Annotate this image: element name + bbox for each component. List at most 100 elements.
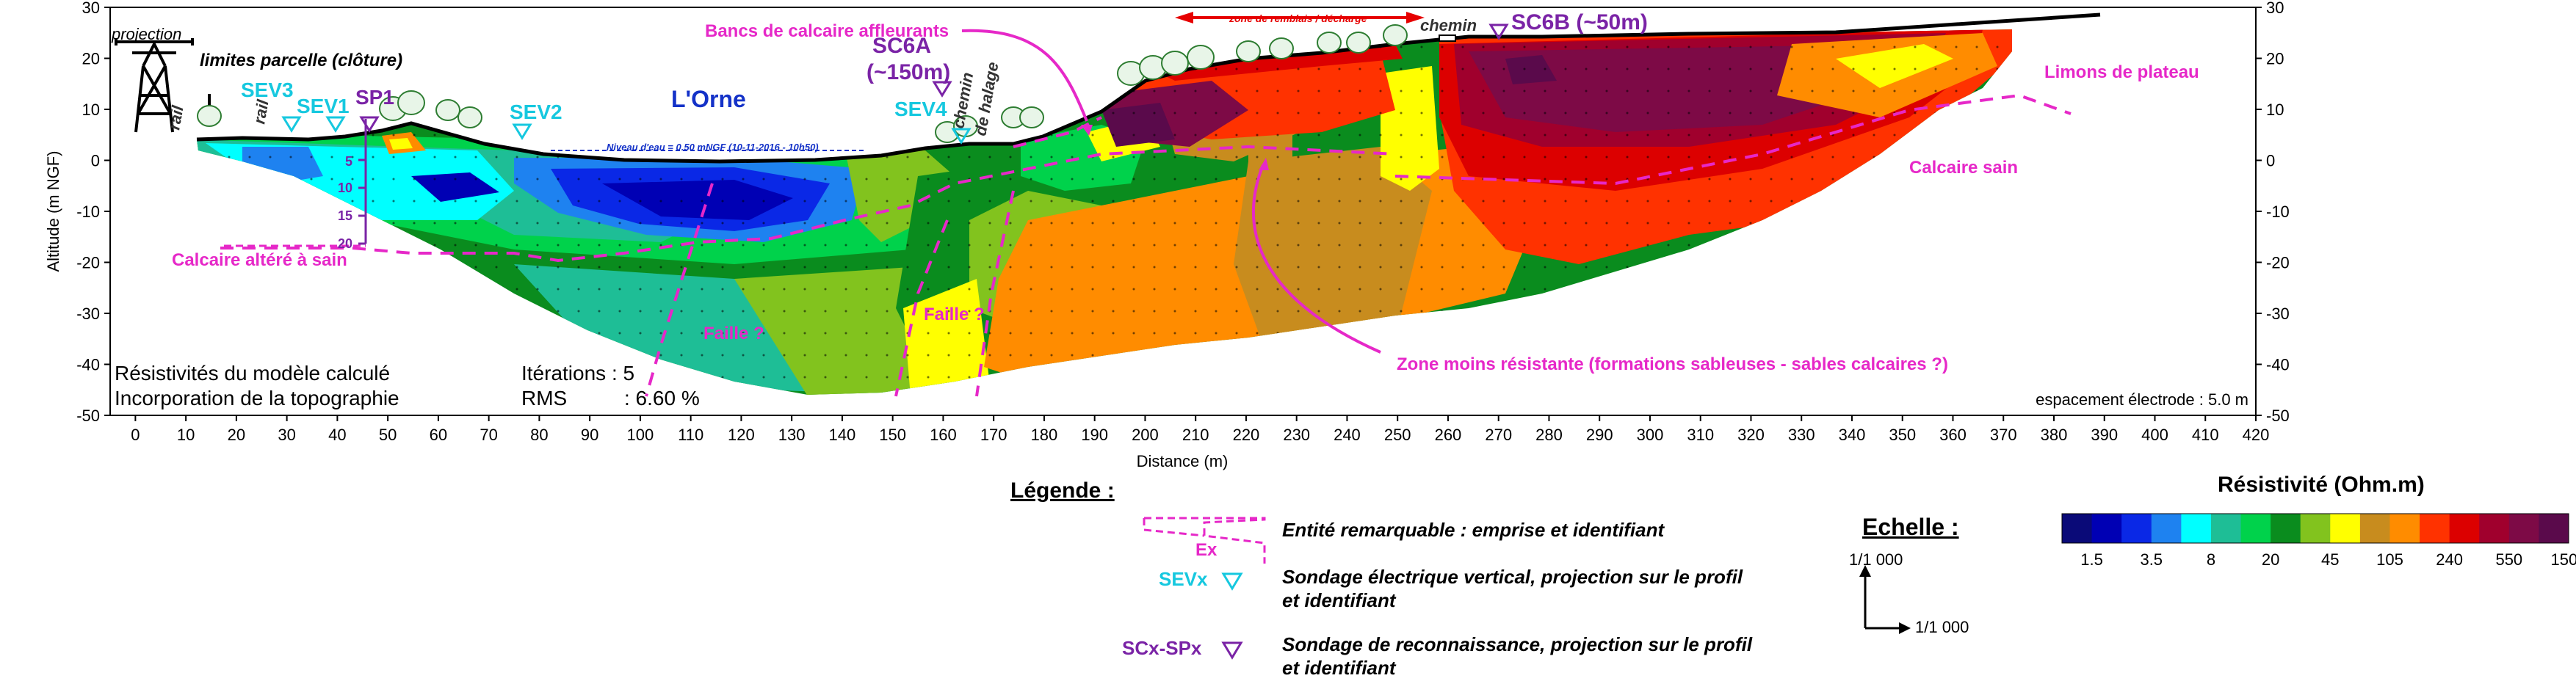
- x-tick-label: 280: [1535, 426, 1563, 444]
- x-tick-label: 390: [2091, 426, 2118, 444]
- sev1-marker-icon: [325, 116, 346, 133]
- colorbar-swatch: [2271, 514, 2301, 543]
- bancs-arrow-head: [1081, 125, 1093, 136]
- y-tick-label-right: 20: [2266, 50, 2284, 68]
- x-tick-label: 340: [1839, 426, 1866, 444]
- scale-vertical-arrow: [1859, 565, 1871, 577]
- sev4-label: SEV4: [894, 98, 947, 120]
- x-tick-label: 10: [177, 426, 195, 444]
- colorbar-swatch: [2210, 514, 2242, 543]
- colorbar-label: 240: [2436, 550, 2463, 569]
- x-tick-label: 210: [1182, 426, 1209, 444]
- faille-label-2: Faille ?: [924, 305, 985, 324]
- colorbar-swatch: [2121, 514, 2152, 543]
- y-tick-label-right: 10: [2266, 101, 2284, 119]
- x-ticks: 0 10 20 30 40 50 60 70 80 90 100 110 120 130 140 150 160…: [131, 415, 2269, 444]
- scale-vertical-label: 1/1 000: [1849, 550, 1903, 569]
- x-tick-label: 140: [829, 426, 856, 444]
- resistivity-section: [197, 29, 2012, 395]
- colorbar-label: 8: [2207, 550, 2215, 569]
- model-cells: [197, 29, 2012, 395]
- x-tick-label: 150: [879, 426, 906, 444]
- x-tick-label: 270: [1485, 426, 1512, 444]
- y-tick-label-right: 30: [2266, 0, 2284, 17]
- x-tick-label: 420: [2243, 426, 2270, 444]
- x-tick-label: 120: [728, 426, 755, 444]
- colorbar-swatch: [2062, 514, 2093, 543]
- legend-sc-desc-2: et identifiant: [1282, 657, 1396, 679]
- sev3-marker-icon: [281, 116, 302, 133]
- legend-sev-desc-2: et identifiant: [1282, 589, 1396, 611]
- x-tick-label: 60: [430, 426, 447, 444]
- rail-label-2: rail: [250, 98, 272, 125]
- x-tick-label: 30: [278, 426, 295, 444]
- colorbar-swatch: [2539, 514, 2569, 543]
- rail-label-1: rail: [164, 103, 187, 131]
- x-tick-label: 110: [678, 426, 703, 444]
- depth-tick-15: 15: [338, 208, 352, 223]
- tree-icons: [197, 24, 1408, 143]
- colorbar-label: 20: [2262, 550, 2279, 569]
- colorbar-border: [2061, 513, 2569, 544]
- scale-horizontal-label: 1/1 000: [1915, 618, 1969, 636]
- x-tick-label: 20: [228, 426, 245, 444]
- colorbar-label: 1.5: [2080, 550, 2103, 569]
- y-tick-label-left: 0: [91, 152, 100, 170]
- topography-line: [196, 12, 2101, 164]
- y-tick-label-left: 30: [82, 0, 100, 17]
- sc6a-depth-label: (~150m): [866, 60, 950, 84]
- x-tick-label: 300: [1637, 426, 1664, 444]
- x-tick-label: 330: [1788, 426, 1815, 444]
- x-tick-label: 380: [2041, 426, 2068, 444]
- sev2-marker-icon: [512, 123, 532, 140]
- sc6a-label: SC6A: [872, 34, 931, 58]
- sev4-marker-icon: [951, 128, 972, 145]
- resistivity-colorbar: 1.5 3.5 8 20 45 105 240 550 1500: [2061, 513, 2576, 569]
- depth-tick-10: 10: [338, 181, 352, 195]
- x-axis-label: Distance (m): [1137, 452, 1229, 470]
- x-tick-label: 190: [1081, 426, 1108, 444]
- sounding-markers: [281, 23, 1509, 145]
- remblais-arrow-right: [1406, 12, 1425, 23]
- y-tick-label-left: -30: [76, 305, 100, 323]
- remblais-arrow-left: [1175, 12, 1193, 23]
- legend-sev-desc-1: Sondage électrique vertical, projection …: [1282, 566, 1743, 588]
- sev1-label: SEV1: [297, 95, 350, 117]
- calcaire-sain-label: Calcaire sain: [1909, 158, 2018, 178]
- colorbar-swatch: [2181, 514, 2212, 543]
- colorbar-swatch: [2449, 514, 2480, 543]
- colorbar-label: 3.5: [2140, 550, 2163, 569]
- water-level-label: Niveau d'eau = 0.50 mNGF (10-11-2016 - 1…: [607, 142, 819, 153]
- colorbar-swatch: [2420, 514, 2450, 543]
- iterations-label: Itérations : 5: [521, 362, 634, 385]
- scale-horizontal-arrow: [1899, 622, 1911, 634]
- colorbar-swatch: [2508, 514, 2539, 543]
- x-tick-label: 220: [1233, 426, 1260, 444]
- colorbar-label: 1500: [2551, 550, 2576, 569]
- rms-label: RMS: [521, 387, 567, 409]
- y-tick-label-right: -10: [2266, 203, 2290, 221]
- remblais-label: zone de remblais / décharge: [1229, 12, 1367, 24]
- sp1-label: SP1: [355, 86, 394, 109]
- legend-sevx-label: SEVx: [1159, 568, 1208, 590]
- y-tick-label-right: -20: [2266, 254, 2290, 272]
- y-tick-label-right: -50: [2266, 407, 2290, 425]
- x-tick-label: 320: [1737, 426, 1765, 444]
- x-tick-label: 260: [1435, 426, 1462, 444]
- x-tick-label: 350: [1889, 426, 1916, 444]
- x-tick-label: 90: [581, 426, 598, 444]
- colorbar-label: 105: [2376, 550, 2403, 569]
- x-tick-label: 200: [1132, 426, 1159, 444]
- sp1-depth-scale: [358, 119, 367, 245]
- bancs-label: Bancs de calcaire affleurants: [705, 21, 949, 41]
- y-tick-label-left: 20: [82, 50, 100, 68]
- colorbar-title: Résistivité (Ohm.m): [2218, 473, 2425, 497]
- y-tick-label-left: -20: [76, 254, 100, 272]
- y-tick-label-right: -40: [2266, 356, 2290, 374]
- faille-label-1: Faille ?: [703, 324, 764, 343]
- orne-label: L'Orne: [671, 86, 746, 112]
- callout-arrows: [961, 29, 1381, 354]
- chemin-label: chemin: [1420, 16, 1477, 34]
- y-tick-label-left: 10: [82, 101, 100, 119]
- x-tick-label: 40: [328, 426, 346, 444]
